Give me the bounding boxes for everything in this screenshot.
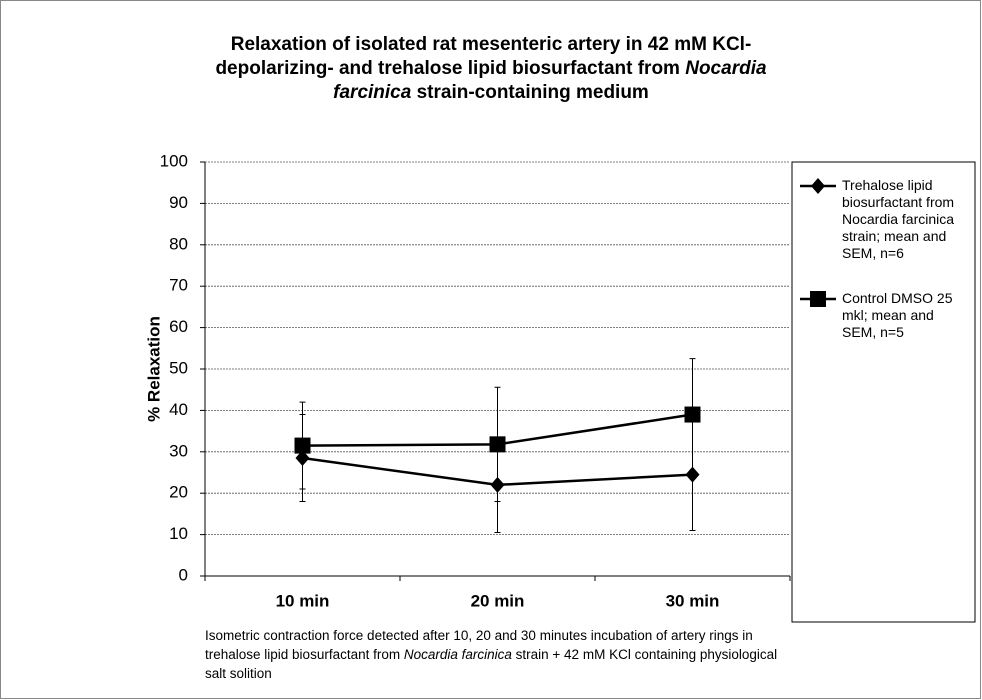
y-tick-label: 30 <box>169 441 188 460</box>
marker <box>684 406 701 423</box>
caption: Isometric contraction force detected aft… <box>205 628 753 643</box>
chart-title-segment: Relaxation of isolated rat mesenteric ar… <box>231 34 752 55</box>
y-tick-label: 20 <box>169 483 188 502</box>
y-tick-label: 70 <box>169 276 188 295</box>
y-tick-label: 10 <box>169 524 188 543</box>
caption-segment: Nocardia farcinica <box>404 647 513 662</box>
chart-title-segment: depolarizing- and trehalose lipid biosur… <box>215 58 685 79</box>
y-tick-label: 60 <box>169 317 188 336</box>
marker <box>685 466 700 483</box>
x-tick-label: 20 min <box>471 591 525 610</box>
marker <box>811 178 825 194</box>
marker <box>294 437 311 454</box>
caption: salt solition <box>205 666 272 681</box>
caption-segment: salt solition <box>205 666 272 681</box>
chart-title: farcinica strain-containing medium <box>333 82 649 103</box>
chart-title-segment: farcinica <box>333 82 412 103</box>
marker <box>810 291 826 307</box>
legend-label: Control DMSO 25 mkl; mean and SEM, n=5 <box>842 290 953 340</box>
chart-title: Relaxation of isolated rat mesenteric ar… <box>231 34 752 55</box>
x-tick-label: 10 min <box>276 591 330 610</box>
y-tick-label: 40 <box>169 400 188 419</box>
y-axis-label: % Relaxation <box>144 316 163 422</box>
y-tick-label: 0 <box>179 565 188 584</box>
legend-box <box>791 161 976 623</box>
chart-title-segment: Nocardia <box>685 58 767 79</box>
caption-segment: trehalose lipid biosurfactant from <box>205 647 404 662</box>
legend-label: Trehalose lipid biosurfactant from Nocardi… <box>842 177 954 261</box>
x-tick-label: 30 min <box>666 591 720 610</box>
chart-title: depolarizing- and trehalose lipid biosur… <box>215 58 767 79</box>
y-tick-label: 80 <box>169 234 188 253</box>
marker <box>489 436 506 453</box>
caption: trehalose lipid biosurfactant from Nocar… <box>205 647 777 662</box>
chart-title-segment: strain-containing medium <box>411 82 649 103</box>
caption-segment: Isometric contraction force detected aft… <box>205 628 753 643</box>
y-tick-label: 100 <box>160 151 188 170</box>
y-tick-label: 90 <box>169 193 188 212</box>
y-tick-label: 50 <box>169 358 188 377</box>
caption-segment: strain + 42 mM KCl containing physiologi… <box>512 647 777 662</box>
